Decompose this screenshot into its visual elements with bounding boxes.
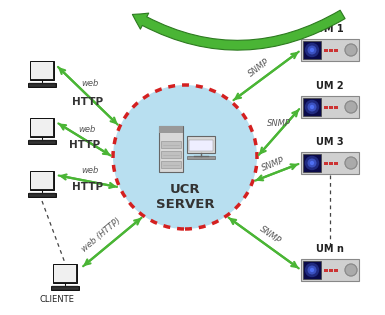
FancyBboxPatch shape [324,49,328,51]
Text: SNMP: SNMP [247,58,272,79]
Circle shape [113,85,257,229]
Text: web: web [81,79,99,88]
FancyBboxPatch shape [329,162,333,164]
FancyBboxPatch shape [159,126,183,133]
FancyBboxPatch shape [303,41,321,59]
FancyBboxPatch shape [159,126,183,172]
FancyBboxPatch shape [334,49,338,51]
Text: HTTP: HTTP [69,140,100,151]
Text: SNMP: SNMP [267,119,291,128]
Text: AUDIO-VIDEO: AUDIO-VIDEO [201,2,279,12]
Text: UM 3: UM 3 [316,137,344,147]
Text: SNMP: SNMP [261,156,286,173]
FancyBboxPatch shape [301,96,359,118]
Circle shape [345,44,357,56]
Circle shape [308,266,316,274]
FancyBboxPatch shape [28,83,56,87]
FancyBboxPatch shape [329,106,333,108]
FancyBboxPatch shape [30,118,54,137]
FancyBboxPatch shape [187,136,215,153]
Text: web: web [81,166,99,175]
Circle shape [310,268,314,272]
FancyBboxPatch shape [30,171,54,190]
Text: CLIENTE: CLIENTE [40,295,74,304]
FancyBboxPatch shape [334,106,338,108]
FancyBboxPatch shape [301,39,359,61]
Text: UM n: UM n [316,244,344,254]
FancyBboxPatch shape [31,119,53,135]
FancyBboxPatch shape [324,162,328,164]
FancyBboxPatch shape [161,161,181,168]
Circle shape [310,48,314,52]
FancyBboxPatch shape [324,269,328,272]
Text: UM 1: UM 1 [316,24,344,34]
FancyBboxPatch shape [301,259,359,281]
Circle shape [308,102,316,112]
Text: SNMP: SNMP [258,225,283,246]
Circle shape [305,100,319,114]
FancyBboxPatch shape [28,140,56,144]
FancyBboxPatch shape [334,269,338,272]
FancyBboxPatch shape [329,49,333,51]
FancyBboxPatch shape [161,141,181,148]
Text: UM 2: UM 2 [316,81,344,91]
FancyBboxPatch shape [303,98,321,116]
FancyBboxPatch shape [303,154,321,172]
FancyBboxPatch shape [53,264,77,283]
FancyBboxPatch shape [30,61,54,80]
FancyBboxPatch shape [187,156,215,159]
Text: web (HTTP): web (HTTP) [80,216,123,253]
FancyBboxPatch shape [51,286,79,290]
FancyBboxPatch shape [54,266,76,282]
FancyBboxPatch shape [301,152,359,174]
FancyBboxPatch shape [324,106,328,108]
Circle shape [345,157,357,169]
Circle shape [345,101,357,113]
Circle shape [308,158,316,168]
Circle shape [305,43,319,57]
FancyBboxPatch shape [334,162,338,164]
Circle shape [305,263,319,277]
Circle shape [310,105,314,109]
Text: UCR
SERVER: UCR SERVER [156,183,214,211]
FancyBboxPatch shape [303,261,321,279]
FancyBboxPatch shape [28,193,56,197]
FancyBboxPatch shape [161,151,181,158]
FancyArrowPatch shape [132,10,345,50]
Circle shape [345,264,357,276]
Text: HTTP: HTTP [72,182,104,192]
Circle shape [305,156,319,170]
FancyBboxPatch shape [31,62,53,78]
Text: HTTP: HTTP [72,97,104,107]
FancyBboxPatch shape [329,269,333,272]
Circle shape [308,45,316,54]
FancyBboxPatch shape [31,172,53,189]
Text: web: web [78,124,95,134]
Circle shape [310,161,314,165]
FancyBboxPatch shape [189,140,213,151]
